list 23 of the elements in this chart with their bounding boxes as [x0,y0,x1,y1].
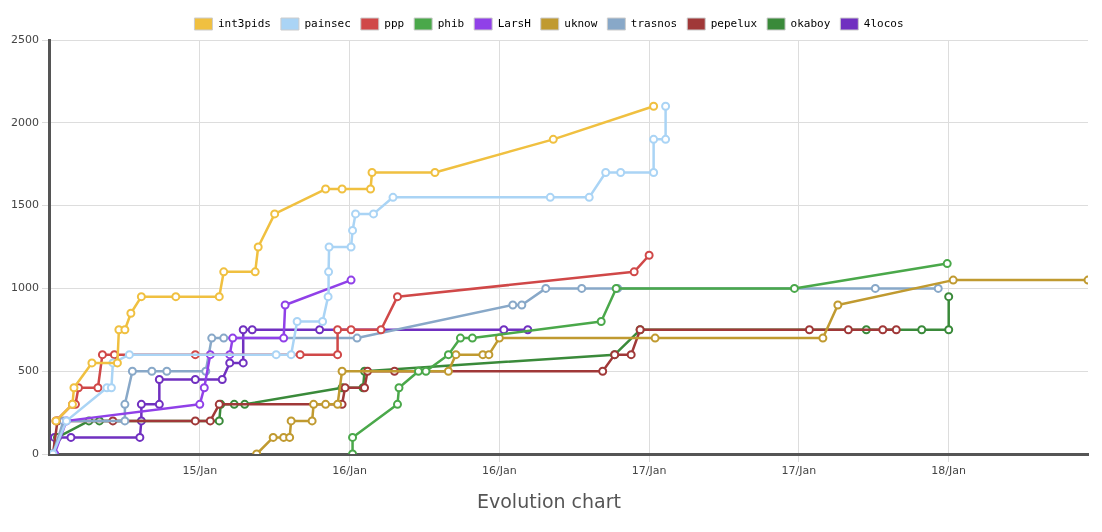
legend-label: int3pids [217,16,271,30]
legend-label: trasnos [630,16,678,30]
y-tick-label: 1500 [10,198,39,212]
x-tick-label: 17/Jan [781,464,817,478]
y-tick-label: 2500 [10,32,39,46]
legend-label: LarsH [497,16,531,30]
y-tick-label: 500 [17,364,39,378]
x-tick-label: 16/Jan [482,464,517,478]
legend-label: phib [437,16,465,30]
y-tick-label: 2000 [10,115,39,129]
x-tick-label: 16/Jan [332,464,367,478]
legend-label: 4locos [863,16,904,30]
legend-label: pepelux [710,16,758,30]
legend-label: ppp [384,16,405,30]
legend-label: painsec [304,16,351,30]
x-tick-label: 17/Jan [631,464,667,478]
x-tick-label: 18/Jan [931,464,967,478]
text: Evolution chart [476,489,622,512]
legend-label: okaboy [790,16,831,30]
y-tick-label: 0 [31,446,39,460]
y-tick-label: 1000 [10,281,39,295]
x-tick-label: 15/Jan [182,464,218,478]
legend-label: uknow [564,16,598,30]
